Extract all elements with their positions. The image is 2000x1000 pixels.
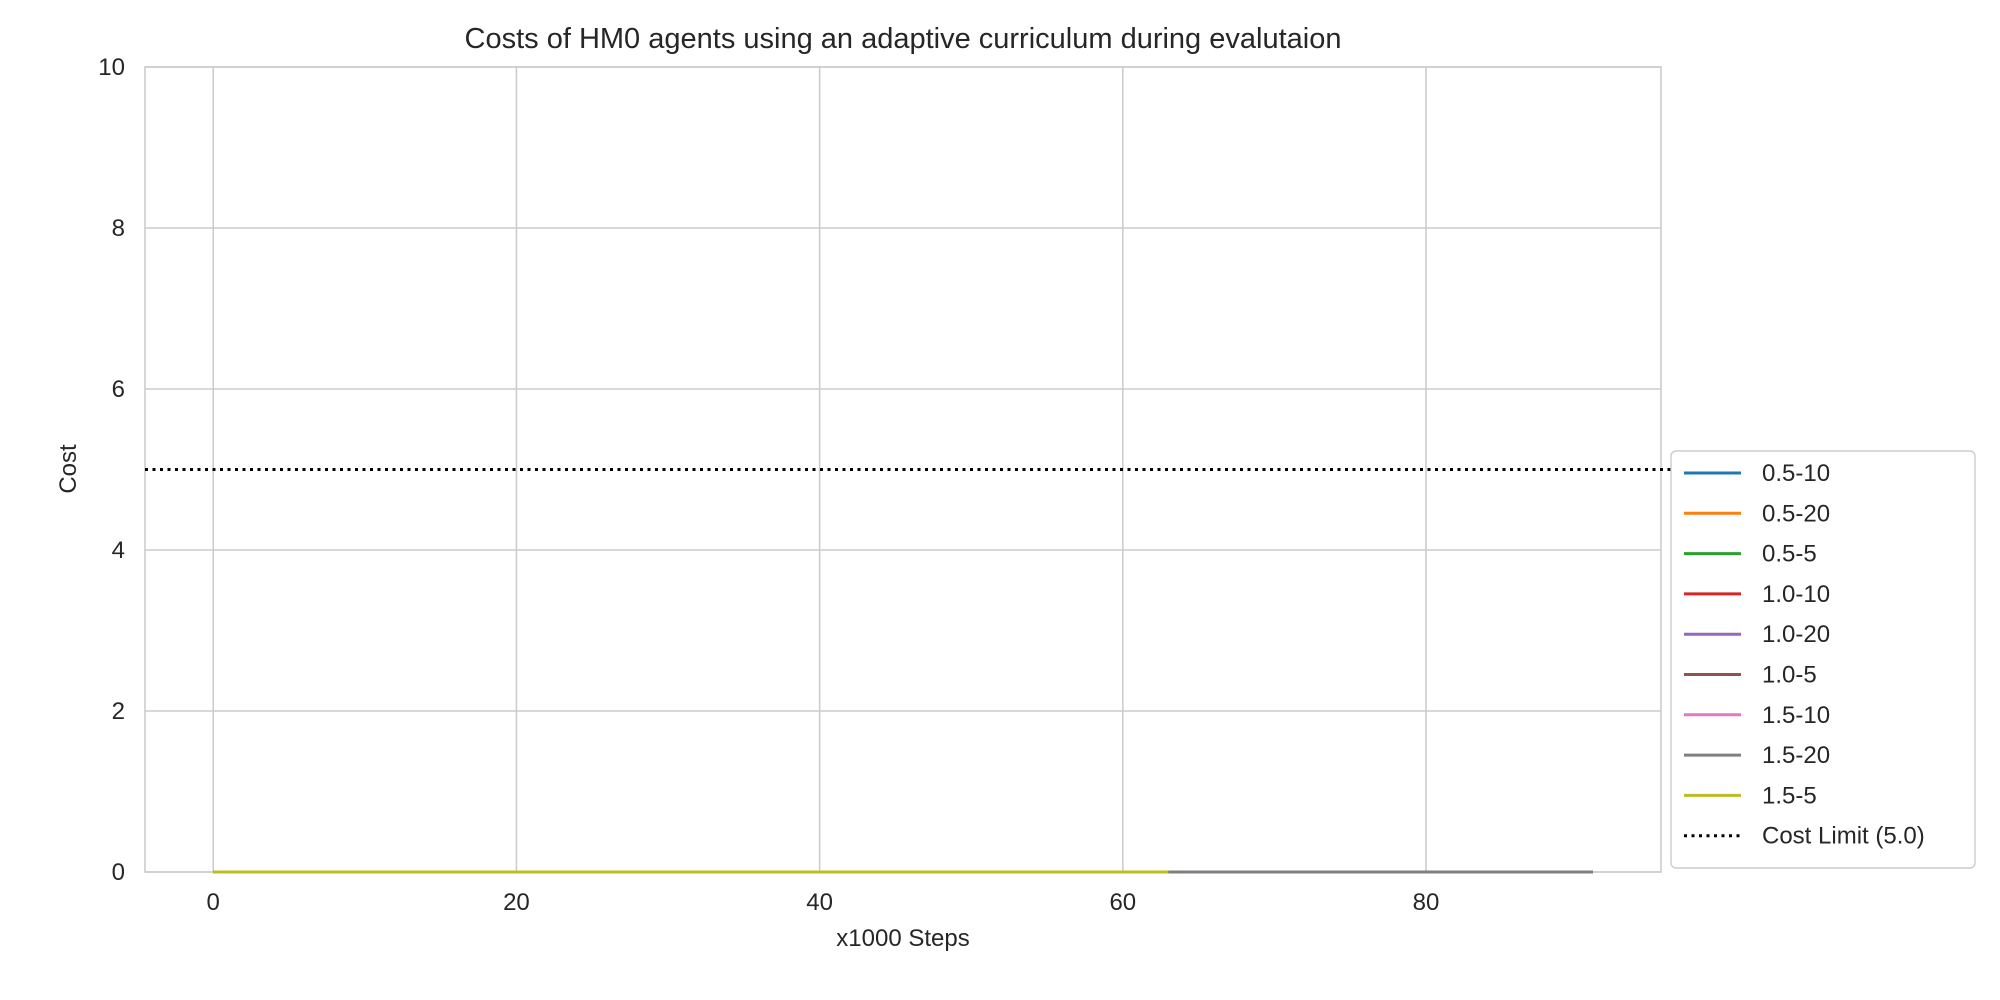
legend-label: Cost Limit (5.0) bbox=[1762, 823, 1925, 850]
legend-label: 1.5-20 bbox=[1762, 742, 1830, 769]
y-tick-label: 6 bbox=[112, 376, 125, 403]
legend-label: 0.5-5 bbox=[1762, 541, 1817, 568]
x-tick-labels: 0 20 40 60 80 bbox=[207, 889, 1440, 916]
legend-label: 1.5-10 bbox=[1762, 702, 1830, 729]
legend-box bbox=[1670, 450, 1976, 869]
legend-label: 1.0-10 bbox=[1762, 581, 1830, 608]
x-tick-label: 20 bbox=[503, 889, 530, 916]
y-axis-label: Cost bbox=[55, 444, 82, 494]
x-tick-label: 40 bbox=[806, 889, 833, 916]
legend-label: 0.5-10 bbox=[1762, 460, 1830, 487]
x-tick-label: 0 bbox=[207, 889, 220, 916]
y-tick-label: 4 bbox=[112, 537, 125, 564]
legend: 0.5-10 0.5-20 0.5-5 1.0-10 1.0-20 1.0-5 1.5-10… bbox=[1670, 450, 1976, 869]
x-axis-label: x1000 Steps bbox=[836, 925, 969, 952]
x-tick-label: 80 bbox=[1413, 889, 1440, 916]
legend-label: 1.5-5 bbox=[1762, 782, 1817, 809]
legend-label: 1.0-20 bbox=[1762, 621, 1830, 648]
legend-label: 1.0-5 bbox=[1762, 662, 1817, 689]
y-tick-label: 10 bbox=[98, 54, 125, 81]
y-tick-label: 8 bbox=[112, 215, 125, 242]
y-tick-labels: 0 2 4 6 8 10 bbox=[98, 54, 125, 886]
legend-label: 0.5-20 bbox=[1762, 500, 1830, 527]
y-tick-label: 0 bbox=[112, 859, 125, 886]
chart-title: Costs of HM0 agents using an adaptive cu… bbox=[465, 23, 1342, 55]
x-tick-label: 60 bbox=[1109, 889, 1136, 916]
y-tick-label: 2 bbox=[112, 698, 125, 725]
